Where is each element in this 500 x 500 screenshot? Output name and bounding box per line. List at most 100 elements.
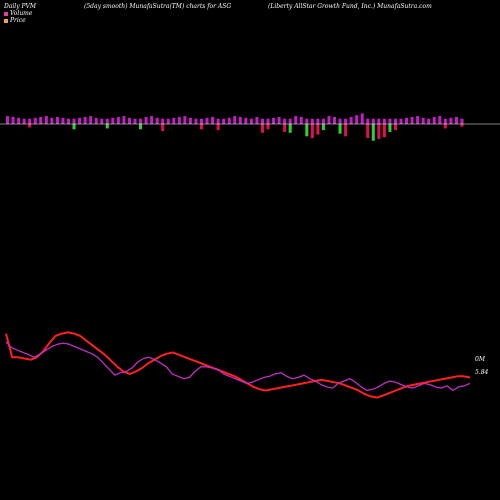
- volume-bar: [122, 116, 126, 124]
- volume-bar: [139, 124, 143, 130]
- volume-bar: [382, 124, 386, 138]
- volume-bar-top: [371, 118, 375, 124]
- volume-bar: [255, 116, 259, 124]
- volume-bar-top: [216, 118, 220, 124]
- volume-bar: [443, 124, 447, 129]
- legend-price-label: Price: [10, 17, 26, 24]
- volume-bar-top: [366, 118, 370, 124]
- volume-bar: [416, 116, 420, 124]
- volume-bar: [127, 117, 131, 124]
- volume-bar: [266, 124, 270, 130]
- volume-bar: [11, 116, 15, 124]
- volume-bar: [366, 124, 370, 139]
- volume-bar-top: [283, 118, 287, 124]
- price-volume-lines: [5, 331, 471, 399]
- legend-price-swatch: [4, 18, 8, 23]
- legend-volume-label: Volume: [10, 10, 33, 17]
- volume-bar: [222, 118, 226, 124]
- volume-bar: [89, 116, 93, 124]
- volume-bar: [371, 124, 375, 141]
- volume-bar: [332, 116, 337, 124]
- volume-bar: [249, 118, 253, 124]
- volume-bar: [421, 117, 425, 124]
- volume-bar: [55, 116, 59, 124]
- volume-bar: [272, 117, 276, 124]
- volume-bar-top: [321, 118, 325, 124]
- volume-bar: [454, 116, 458, 124]
- volume-bar: [177, 116, 181, 124]
- volume-bar: [327, 116, 331, 124]
- volume-bar: [344, 124, 348, 137]
- volume-bar: [260, 124, 264, 133]
- volume-bar-top: [305, 118, 309, 124]
- header-center: (5day smooth) MunafaSutra(TM) charts for…: [84, 3, 232, 10]
- volume-bar: [166, 118, 170, 124]
- volume-bar: [17, 117, 21, 124]
- volume-bar-top: [393, 118, 397, 124]
- volume-bar: [144, 116, 148, 124]
- volume-bar: [360, 113, 364, 124]
- price-end-label: 5.84: [475, 369, 489, 376]
- volume-bars: [6, 113, 464, 141]
- volume-bar: [233, 116, 237, 124]
- volume-bar: [349, 116, 353, 124]
- volume-bar: [39, 116, 43, 124]
- volume-bar: [399, 118, 403, 124]
- volume-end-label: 0M: [475, 356, 485, 363]
- volume-bar: [66, 118, 71, 124]
- volume-bar-top: [388, 118, 392, 124]
- volume-bar: [150, 116, 154, 124]
- volume-bar-top: [310, 118, 314, 124]
- volume-bar-top: [266, 118, 270, 124]
- volume-bar: [78, 117, 82, 124]
- volume-bar: [161, 124, 165, 132]
- volume-bar: [28, 124, 32, 128]
- volume-bar: [111, 117, 115, 124]
- volume-bar-top: [288, 118, 292, 124]
- volume-bar: [183, 116, 187, 124]
- volume-bar: [22, 118, 26, 124]
- volume-bar: [33, 117, 37, 124]
- volume-bar-top: [260, 118, 264, 124]
- volume-line: [5, 341, 471, 392]
- volume-bar: [100, 118, 104, 124]
- volume-bar: [321, 124, 325, 131]
- volume-bar: [227, 117, 231, 124]
- volume-bar: [172, 117, 176, 124]
- volume-bar-top: [28, 118, 32, 124]
- volume-bar: [83, 116, 87, 124]
- volume-bar: [205, 117, 209, 124]
- volume-bar: [238, 116, 242, 124]
- volume-bar-top: [460, 118, 464, 124]
- legend-price: Price: [4, 17, 26, 24]
- volume-bar-top: [199, 118, 204, 124]
- volume-bar: [305, 124, 309, 137]
- volume-bar: [216, 124, 220, 131]
- volume-bar-top: [377, 118, 381, 124]
- volume-bar: [133, 118, 137, 124]
- header-left: Daily PVM: [4, 3, 37, 10]
- volume-bar: [155, 117, 159, 124]
- volume-bar: [277, 116, 281, 124]
- volume-bar: [244, 117, 248, 124]
- volume-bar: [310, 124, 314, 139]
- volume-bar: [105, 124, 109, 129]
- volume-bar: [338, 124, 342, 134]
- volume-bar: [460, 124, 464, 127]
- volume-bar: [94, 117, 98, 124]
- volume-bar-top: [344, 118, 348, 124]
- volume-bar-top: [161, 118, 165, 124]
- volume-bar: [194, 118, 198, 124]
- volume-bar: [410, 116, 414, 124]
- volume-bar: [188, 117, 192, 124]
- legend-volume-swatch: [4, 11, 8, 16]
- volume-bar: [199, 124, 204, 130]
- volume-bar: [288, 124, 292, 133]
- volume-bar: [393, 124, 397, 131]
- volume-bar-top: [443, 118, 447, 124]
- legend-volume: Volume: [4, 10, 32, 17]
- price-line: [5, 331, 471, 399]
- volume-bar: [316, 124, 320, 135]
- volume-bar: [283, 124, 287, 132]
